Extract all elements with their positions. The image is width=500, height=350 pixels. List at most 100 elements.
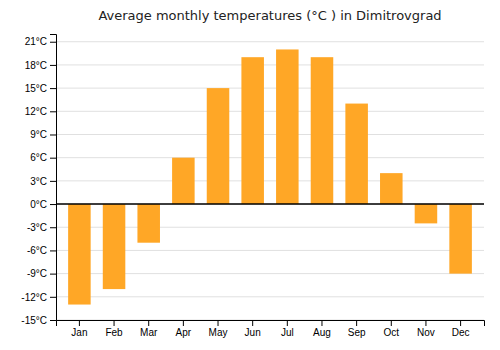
bar — [103, 204, 126, 289]
grid — [56, 42, 484, 320]
x-tick-mark — [425, 320, 426, 326]
x-tick-label: Dec — [452, 327, 470, 338]
grid-line — [56, 296, 484, 297]
plot-area: -15°C -12°C -9°C -6°C -3°C 0°C 3°C 6°C 9°C 12°C 15… — [21, 35, 484, 339]
x-tick-mark — [356, 320, 357, 326]
bar — [380, 173, 403, 204]
x-tick: Jan — [71, 320, 87, 338]
y-tick-mark — [50, 88, 56, 89]
grid-line — [56, 41, 484, 42]
x-tick: Jul — [281, 320, 294, 338]
y-tick-label: -12°C — [21, 292, 47, 303]
x-tick-label: May — [209, 327, 228, 338]
x-tick-label: Feb — [105, 327, 123, 338]
y-tick: 0°C — [30, 199, 56, 210]
title: Average monthly temperatures (°C ) in Di… — [98, 8, 441, 23]
y-tick-mark — [50, 320, 56, 321]
y-tick-label: 21°C — [25, 36, 47, 47]
x-tick-mark — [79, 320, 80, 326]
x-tick: Sep — [348, 320, 366, 338]
x-tick-mark — [183, 320, 184, 326]
x-tick-label: Oct — [384, 327, 400, 338]
x-tick-mark — [114, 320, 115, 326]
y-tick-mark — [50, 297, 56, 298]
y-tick: 18°C — [25, 60, 56, 71]
y-tick: 9°C — [30, 129, 56, 140]
y-tick-mark — [50, 158, 56, 159]
y-tick-mark — [50, 250, 56, 251]
x-tick-mark — [321, 320, 322, 326]
x-tick-mark — [252, 320, 253, 326]
y-tick: 3°C — [30, 176, 56, 187]
x-tick-label: Jul — [281, 327, 294, 338]
x-tick: Feb — [105, 320, 123, 338]
x-tick: Apr — [176, 320, 192, 338]
x-tick-mark — [391, 320, 392, 326]
bar — [68, 204, 91, 304]
y-tick: -12°C — [21, 292, 56, 303]
y-tick-label: -6°C — [27, 245, 47, 256]
bar — [137, 204, 160, 243]
grid-line — [56, 180, 484, 181]
bar — [449, 204, 472, 274]
bar — [172, 158, 195, 204]
grid-line — [56, 204, 484, 205]
y-tick: 12°C — [25, 106, 56, 117]
bar — [345, 104, 368, 204]
chart: -15°C -12°C -9°C -6°C -3°C 0°C 3°C 6°C 9°C 12°C 15… — [0, 0, 500, 350]
y-tick-mark — [50, 227, 56, 228]
x-tick: Aug — [313, 320, 331, 338]
x-axis-line — [57, 321, 485, 327]
y-tick-mark — [50, 274, 56, 275]
bar — [276, 49, 299, 204]
y-tick-mark — [50, 65, 56, 66]
x-tick-label: Mar — [140, 327, 158, 338]
x-tick-mark — [218, 320, 219, 326]
grid-line — [56, 157, 484, 158]
grid-line — [56, 111, 484, 112]
zero-line — [56, 203, 484, 205]
y-tick-label: -3°C — [27, 222, 47, 233]
y-tick-label: -15°C — [21, 315, 47, 326]
y-tick-mark — [50, 111, 56, 112]
bar — [241, 57, 264, 204]
y-tick-mark — [50, 42, 56, 43]
y-tick-mark — [50, 134, 56, 135]
y-tick-mark — [50, 181, 56, 182]
x-tick-label: Jun — [245, 327, 261, 338]
x-tick: Mar — [140, 320, 158, 338]
y-tick-label: 3°C — [30, 176, 47, 187]
y-tick: 21°C — [25, 36, 56, 47]
x-tick: Jun — [245, 320, 261, 338]
y-tick-label: 18°C — [25, 60, 47, 71]
x-tick: Oct — [384, 320, 400, 338]
x-tick-label: Apr — [176, 327, 192, 338]
x-tick: Dec — [452, 320, 470, 338]
x-tick-mark — [287, 320, 288, 326]
y-tick: -15°C — [21, 315, 56, 326]
grid-line — [56, 134, 484, 135]
y-tick-label: -9°C — [27, 268, 47, 279]
grid-line — [56, 64, 484, 65]
y-tick-label: 0°C — [30, 199, 47, 210]
y-tick: -3°C — [27, 222, 56, 233]
y-tick-label: 15°C — [25, 83, 47, 94]
grid-line — [56, 88, 484, 89]
y-tick-label: 6°C — [30, 152, 47, 163]
bar — [311, 57, 334, 204]
x-tick: May — [209, 320, 228, 338]
y-tick: -6°C — [27, 245, 56, 256]
y-tick-label: 12°C — [25, 106, 47, 117]
y-tick-mark — [50, 204, 56, 205]
y-tick: 6°C — [30, 152, 56, 163]
x-tick-label: Aug — [313, 327, 331, 338]
x-axis: Jan Feb Mar Apr May Jun Jul Aug Sep Oct Nov Dec — [57, 320, 485, 338]
x-tick-mark — [460, 320, 461, 326]
x-tick-label: Nov — [417, 327, 435, 338]
bar — [415, 204, 438, 223]
x-tick-label: Sep — [348, 327, 366, 338]
x-tick: Nov — [417, 320, 435, 338]
y-tick: 15°C — [25, 83, 56, 94]
y-tick-label: 9°C — [30, 129, 47, 140]
bar — [207, 88, 230, 204]
